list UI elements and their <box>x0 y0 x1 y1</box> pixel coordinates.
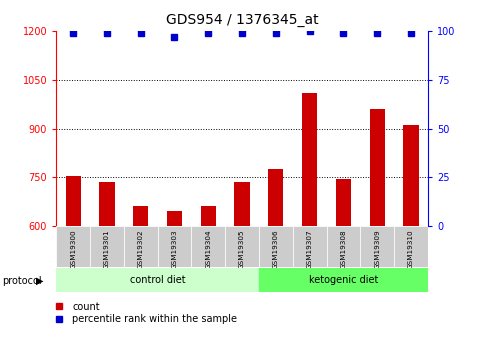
Text: GSM19309: GSM19309 <box>373 229 379 269</box>
FancyBboxPatch shape <box>326 226 360 267</box>
Bar <box>200 206 215 226</box>
Text: GSM19303: GSM19303 <box>171 229 177 269</box>
Text: ketogenic diet: ketogenic diet <box>308 275 377 285</box>
Text: GSM19305: GSM19305 <box>239 229 244 269</box>
Bar <box>99 182 114 226</box>
FancyBboxPatch shape <box>292 226 326 267</box>
Title: GDS954 / 1376345_at: GDS954 / 1376345_at <box>165 13 318 27</box>
FancyBboxPatch shape <box>360 226 393 267</box>
Text: GSM19310: GSM19310 <box>407 229 413 269</box>
FancyBboxPatch shape <box>123 226 157 267</box>
Text: GSM19301: GSM19301 <box>104 229 110 269</box>
Bar <box>369 109 384 226</box>
Text: GSM19307: GSM19307 <box>306 229 312 269</box>
Text: ▶: ▶ <box>36 276 43 286</box>
Text: GSM19308: GSM19308 <box>340 229 346 269</box>
FancyBboxPatch shape <box>259 226 292 267</box>
Text: GSM19302: GSM19302 <box>138 229 143 269</box>
Text: GSM19304: GSM19304 <box>205 229 211 269</box>
Legend: count, percentile rank within the sample: count, percentile rank within the sample <box>49 302 237 325</box>
FancyBboxPatch shape <box>191 226 224 267</box>
Bar <box>302 93 317 226</box>
FancyBboxPatch shape <box>90 226 123 267</box>
Bar <box>133 206 148 226</box>
FancyBboxPatch shape <box>393 226 427 267</box>
FancyBboxPatch shape <box>56 226 90 267</box>
Bar <box>65 176 81 226</box>
Bar <box>259 268 427 292</box>
FancyBboxPatch shape <box>157 226 191 267</box>
Bar <box>56 268 259 292</box>
Text: protocol: protocol <box>2 276 42 286</box>
Bar <box>166 211 182 226</box>
Text: GSM19300: GSM19300 <box>70 229 76 269</box>
Text: GSM19306: GSM19306 <box>272 229 278 269</box>
Bar <box>234 182 249 226</box>
Text: control diet: control diet <box>129 275 185 285</box>
Bar <box>335 179 350 226</box>
Bar <box>403 125 418 226</box>
Bar <box>268 169 283 226</box>
FancyBboxPatch shape <box>224 226 259 267</box>
